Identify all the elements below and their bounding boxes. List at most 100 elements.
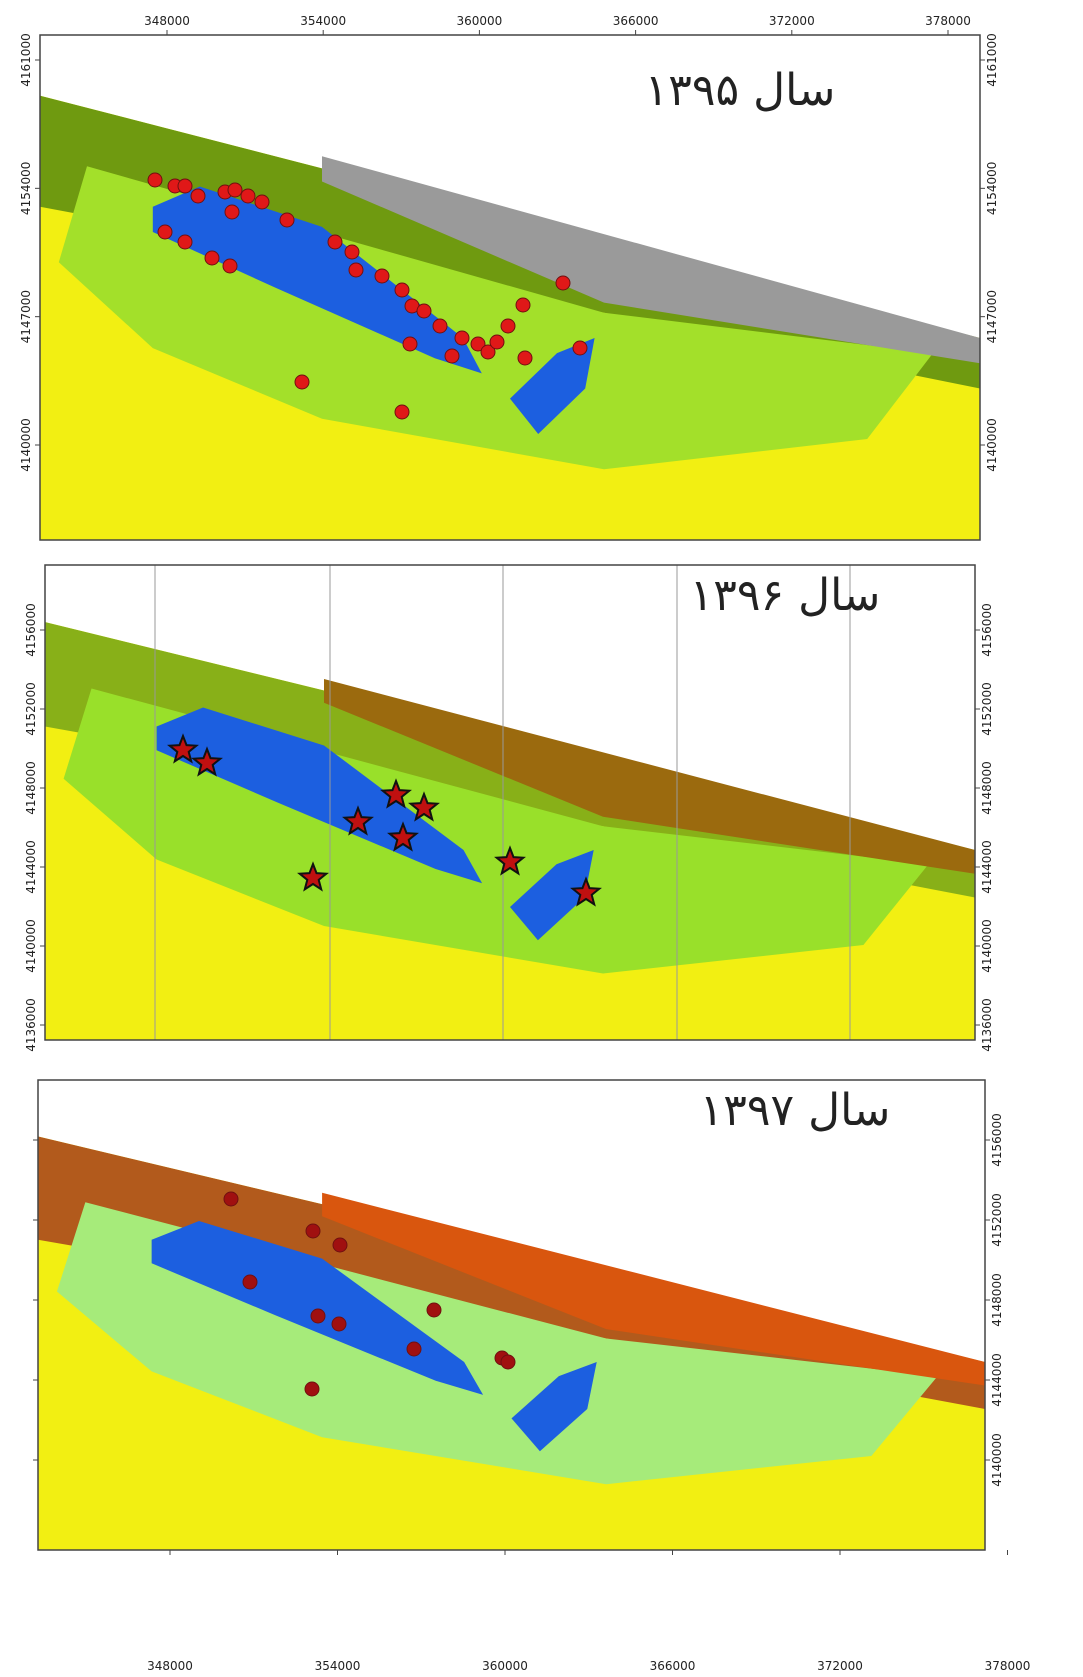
map-frame xyxy=(44,564,976,1041)
point-marker xyxy=(204,250,220,266)
y-tick-label: 4148000 xyxy=(990,1273,1004,1326)
star-marker xyxy=(494,845,526,876)
point-marker xyxy=(223,1191,239,1207)
x-tick-label: 366000 xyxy=(613,14,659,28)
y-tick-label: 4140000 xyxy=(990,1433,1004,1486)
point-marker xyxy=(327,234,343,250)
y-tick-label: 4156000 xyxy=(980,603,994,656)
star-marker xyxy=(387,821,419,852)
panel-title: سال ۱۳۹۷ xyxy=(700,1085,891,1136)
coastal-strip xyxy=(324,679,975,874)
point-marker xyxy=(489,334,505,350)
point-marker xyxy=(304,1381,320,1397)
point-marker xyxy=(177,178,193,194)
lagoon xyxy=(510,850,594,941)
star-marker xyxy=(342,805,374,836)
y-tick-label: 4147000 xyxy=(19,290,33,343)
x-tick-label: 378000 xyxy=(985,1659,1031,1673)
point-marker xyxy=(500,1354,516,1370)
y-tick-label: 4148000 xyxy=(980,761,994,814)
point-marker xyxy=(426,1302,442,1318)
y-tick-label: 4144000 xyxy=(990,1353,1004,1406)
point-marker xyxy=(344,244,360,260)
lagoon xyxy=(511,1362,597,1452)
point-marker xyxy=(432,318,448,334)
sea xyxy=(38,1080,985,1362)
y-tick-label: 4144000 xyxy=(980,840,994,893)
point-marker xyxy=(331,1316,347,1332)
star-marker xyxy=(191,746,223,777)
y-tick-label: 4136000 xyxy=(24,998,38,1051)
point-marker xyxy=(294,374,310,390)
lagoon xyxy=(152,186,482,374)
y-tick-label: 4140000 xyxy=(985,418,999,471)
point-marker xyxy=(254,194,270,210)
lagoon xyxy=(151,1221,484,1395)
y-tick-label: 4140000 xyxy=(24,919,38,972)
sea xyxy=(40,35,980,338)
point-marker xyxy=(394,404,410,420)
y-tick-label: 4147000 xyxy=(985,290,999,343)
coastal-strip xyxy=(322,156,980,364)
map-frame xyxy=(39,34,981,541)
x-tick-label: 372000 xyxy=(817,1659,863,1673)
map-panel: سال ۱۳۹۵ 348000 354000 360000 366000 372000 37… xyxy=(19,14,999,541)
star-marker xyxy=(297,861,329,892)
y-tick-label: 4136000 xyxy=(980,998,994,1051)
point-marker xyxy=(157,224,173,240)
x-tick-label: 354000 xyxy=(315,1659,361,1673)
point-marker xyxy=(279,212,295,228)
point-marker xyxy=(555,275,571,291)
point-marker xyxy=(374,268,390,284)
point-marker xyxy=(406,1341,422,1357)
y-tick-label: 4140000 xyxy=(980,919,994,972)
x-tick-label: 348000 xyxy=(144,14,190,28)
point-marker xyxy=(470,336,486,352)
y-tick-label: 4152000 xyxy=(990,1193,1004,1246)
y-tick-label: 4154000 xyxy=(19,162,33,215)
y-tick-label: 4148000 xyxy=(24,761,38,814)
panel-title: سال ۱۳۹۵ xyxy=(645,65,836,116)
point-marker xyxy=(348,262,364,278)
y-tick-label: 4140000 xyxy=(19,418,33,471)
x-tick-label: 372000 xyxy=(769,14,815,28)
y-tick-label: 4152000 xyxy=(24,682,38,735)
star-marker xyxy=(380,778,412,809)
y-tick-label: 4161000 xyxy=(985,33,999,86)
point-marker xyxy=(332,1237,348,1253)
point-marker xyxy=(444,348,460,364)
star-marker xyxy=(570,876,602,907)
x-tick-label: 366000 xyxy=(650,1659,696,1673)
point-marker xyxy=(227,182,243,198)
coastal-strip xyxy=(322,1192,986,1386)
y-tick-label: 4156000 xyxy=(990,1113,1004,1166)
lagoon xyxy=(510,338,595,434)
panel-title: سال ۱۳۹۶ xyxy=(690,570,881,621)
point-marker xyxy=(240,188,256,204)
map-panel: سال ۱۳۹۶ 4156000 4156000 4152000 4152000 4148… xyxy=(24,564,994,1052)
map-panel: سال ۱۳۹۷ 348000 354000 360000 366000 372000 37… xyxy=(33,1079,1031,1673)
star-marker xyxy=(167,733,199,764)
point-marker xyxy=(572,340,588,356)
y-tick-label: 4144000 xyxy=(24,840,38,893)
point-marker xyxy=(394,282,410,298)
point-marker xyxy=(305,1223,321,1239)
x-tick-label: 378000 xyxy=(925,14,971,28)
x-tick-label: 360000 xyxy=(456,14,502,28)
point-marker xyxy=(454,330,470,346)
point-marker xyxy=(177,234,193,250)
point-marker xyxy=(416,303,432,319)
point-marker xyxy=(515,297,531,313)
map-frame xyxy=(37,1079,986,1551)
y-tick-label: 4154000 xyxy=(985,162,999,215)
point-marker xyxy=(480,344,496,360)
point-marker xyxy=(402,336,418,352)
point-marker xyxy=(310,1308,326,1324)
star-marker xyxy=(408,791,440,822)
point-marker xyxy=(224,204,240,220)
point-marker xyxy=(147,172,163,188)
point-marker xyxy=(190,188,206,204)
x-tick-label: 348000 xyxy=(147,1659,193,1673)
